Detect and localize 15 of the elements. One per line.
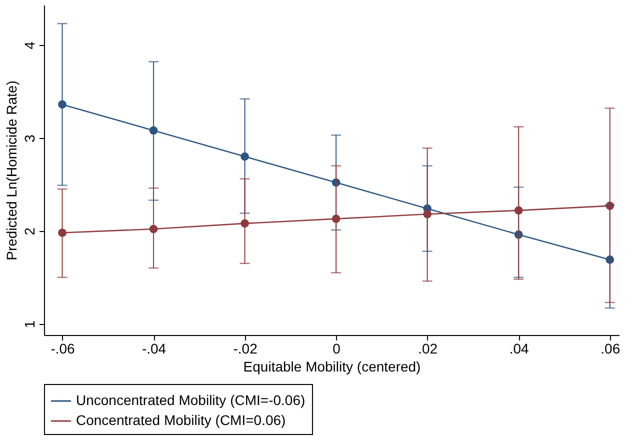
x-tick-label: -.02 xyxy=(233,340,258,356)
x-tick-label: 0 xyxy=(332,340,341,356)
y-tick-label: 4 xyxy=(22,41,38,50)
y-tick-label: 3 xyxy=(22,134,38,142)
y-tick-label: 1 xyxy=(22,320,38,328)
y-axis-title: Predicted Ln(Homicide Rate) xyxy=(4,80,20,260)
y-tick-label: 2 xyxy=(22,227,38,236)
x-tick-label: -.06 xyxy=(50,340,76,356)
x-tick-label: .02 xyxy=(418,340,438,356)
x-tick-label: -.04 xyxy=(142,340,166,356)
legend-label: Unconcentrated Mobility (CMI=-0.06) xyxy=(76,392,306,408)
x-axis-title: Equitable Mobility (centered) xyxy=(243,358,421,374)
legend-label: Concentrated Mobility (CMI=0.06) xyxy=(76,412,286,428)
x-tick-label: .06 xyxy=(600,340,620,356)
x-tick-label: .04 xyxy=(509,340,530,356)
